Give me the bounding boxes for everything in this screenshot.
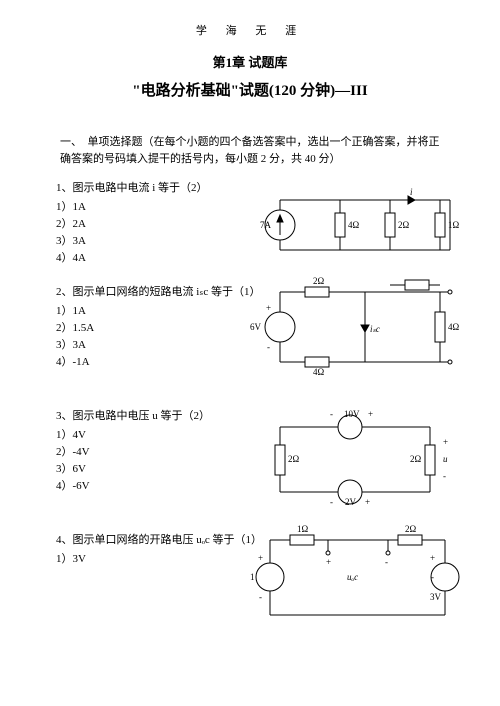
svg-text:+: +	[258, 553, 263, 563]
svg-text:2Ω: 2Ω	[405, 525, 417, 534]
svg-text:+: +	[368, 409, 373, 419]
svg-text:1Ω: 1Ω	[448, 220, 460, 230]
page-motto: 学 海 无 涯	[0, 0, 500, 38]
svg-text:3V: 3V	[430, 592, 442, 602]
svg-text:10V: 10V	[344, 409, 360, 419]
svg-text:-: -	[385, 557, 388, 567]
question-2: 2、图示单口网络的短路电流 iₛc 等于（1） 1）1A 2）1.5A 3）3A…	[56, 283, 500, 383]
svg-text:uₒc: uₒc	[347, 572, 358, 582]
svg-text:+: +	[365, 497, 370, 507]
svg-text:2V: 2V	[345, 497, 357, 507]
svg-text:1Ω: 1Ω	[297, 525, 309, 534]
svg-text:+: +	[326, 557, 331, 567]
svg-text:7A: 7A	[260, 220, 272, 230]
svg-text:2Ω: 2Ω	[313, 277, 325, 286]
svg-text:3Ω: 3Ω	[414, 277, 426, 279]
svg-text:-: -	[330, 497, 333, 507]
svg-text:+: +	[443, 437, 448, 447]
svg-text:1: 1	[250, 572, 255, 582]
svg-text:2Ω: 2Ω	[398, 220, 410, 230]
chapter-title: 第1章 试题库	[0, 52, 500, 71]
svg-text:+: +	[430, 553, 435, 563]
q1-circuit: 7A 4Ω 2Ω 1Ω i	[260, 185, 460, 265]
svg-text:u: u	[443, 454, 448, 464]
section-1-header: 一、 单项选择题（在每个小题的四个备选答案中，选出一个正确答案，并将正确答案的号…	[60, 134, 440, 167]
exam-title: "电路分析基础"试题(120 分钟)—III	[0, 79, 500, 100]
svg-text:4Ω: 4Ω	[348, 220, 360, 230]
svg-text:-: -	[330, 409, 333, 419]
svg-text:6V: 6V	[250, 322, 262, 332]
svg-text:2Ω: 2Ω	[410, 454, 422, 464]
question-3: 3、图示电路中电压 u 等于（2） 1）4V 2）-4V 3）6V 4）-6V …	[56, 407, 500, 507]
svg-text:4Ω: 4Ω	[448, 322, 460, 332]
svg-text:-: -	[443, 471, 446, 481]
svg-text:-: -	[431, 572, 434, 582]
q3-circuit: - 10V + - 2V + 2Ω 2Ω + u -	[260, 407, 460, 507]
svg-text:i: i	[410, 187, 413, 197]
question-1: 1、图示电路中电流 i 等于（2） 1）1A 2）2A 3）3A 4）4A	[56, 179, 500, 263]
svg-text:-: -	[259, 592, 262, 602]
svg-text:+: +	[266, 303, 271, 313]
svg-text:2Ω: 2Ω	[288, 454, 300, 464]
question-4: 4、图示单口网络的开路电压 uₒc 等于（1） 1）3V 1Ω 2Ω 1 6V …	[56, 531, 500, 631]
q4-circuit: 1Ω 2Ω 1 6V + - 3V + - + - uₒc	[250, 525, 460, 625]
svg-text:iₛc: iₛc	[370, 324, 380, 334]
svg-text:4Ω: 4Ω	[313, 367, 325, 377]
svg-text:-: -	[267, 342, 270, 352]
q2-circuit: 6V + - 2Ω 3Ω 4Ω 4Ω iₛc	[250, 277, 460, 377]
